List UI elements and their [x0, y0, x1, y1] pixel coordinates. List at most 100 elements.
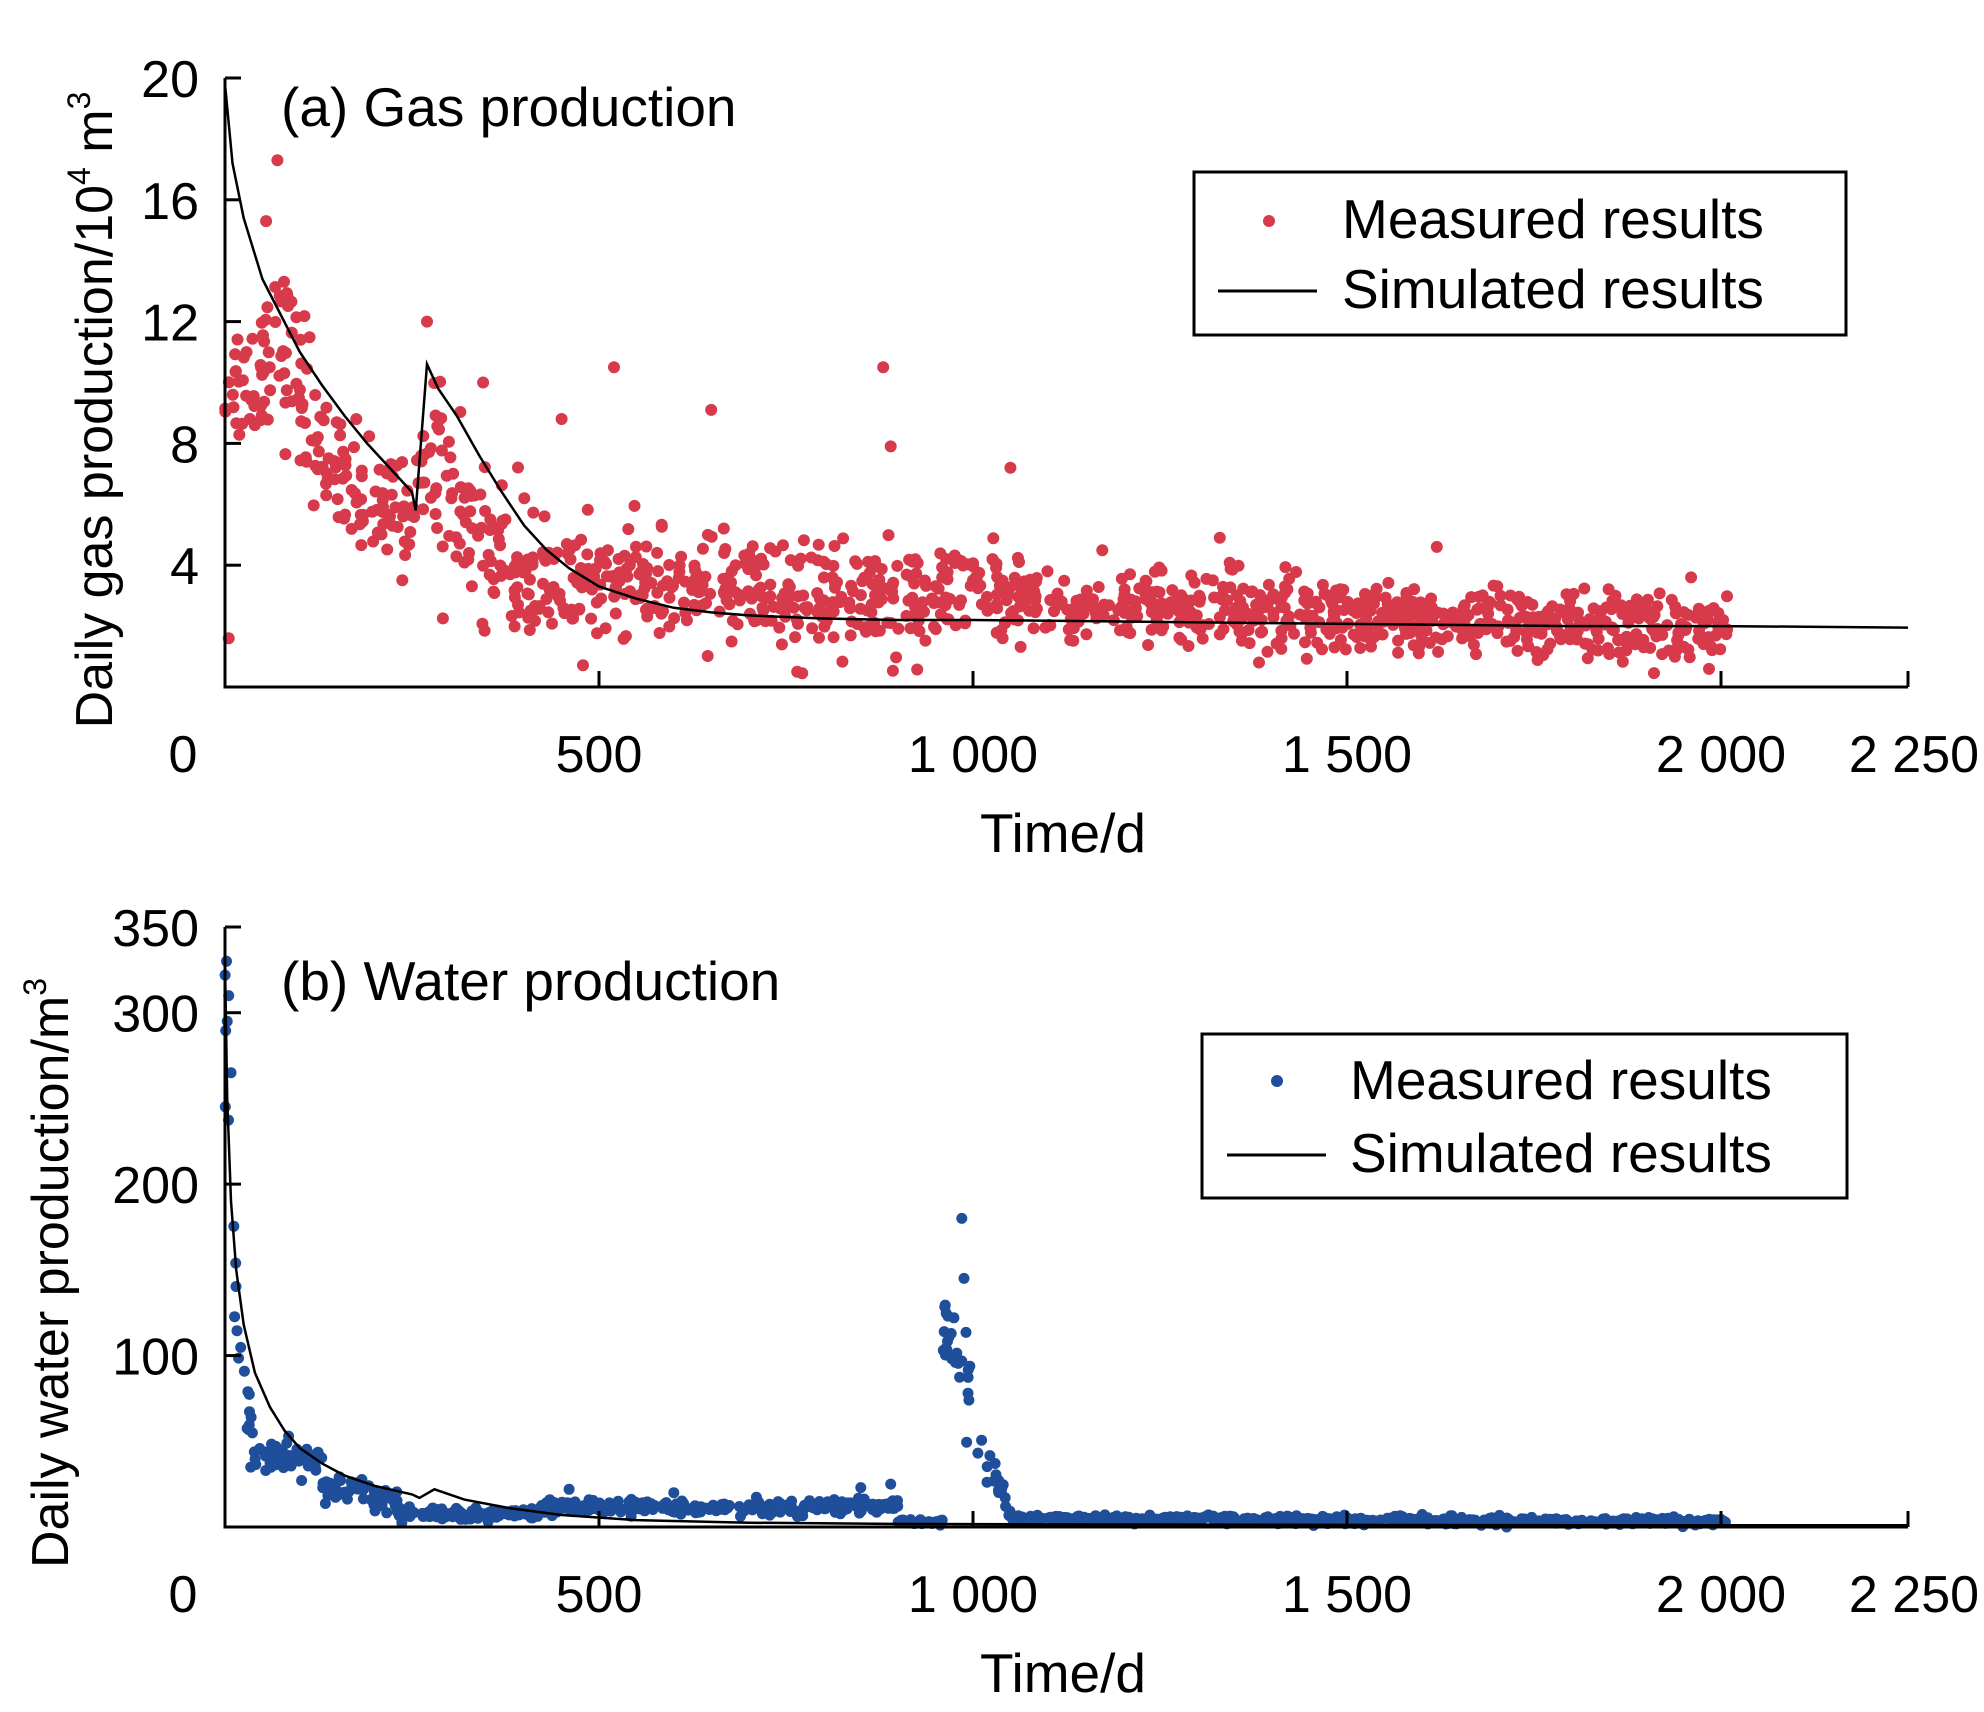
water-measured-point	[494, 1508, 506, 1520]
gas-measured-point	[259, 313, 272, 326]
gas-measured-point	[775, 638, 788, 651]
gas-measured-point	[1383, 610, 1396, 622]
water-measured-point	[942, 1335, 953, 1347]
gas-measured-point	[817, 571, 830, 584]
gas-measured-point	[1299, 636, 1311, 649]
gas-measured-point	[508, 620, 521, 633]
gas-measured-point	[911, 557, 924, 569]
gas-measured-point	[820, 607, 833, 620]
water-measured-point	[855, 1482, 867, 1494]
gas-measured-point	[518, 492, 531, 505]
gas-measured-point	[442, 435, 455, 448]
gas-measured-point	[416, 476, 429, 489]
gas-measured-point	[1582, 638, 1594, 651]
water-measured-point	[1165, 1514, 1177, 1525]
gas-measured-point	[436, 540, 449, 553]
water-measured-point	[395, 1503, 407, 1515]
water-measured-point	[842, 1498, 854, 1510]
water-measured-point	[961, 1436, 973, 1448]
gas-measured-point	[1217, 580, 1229, 593]
gas-measured-point	[1145, 623, 1158, 636]
gas-measured-point	[1672, 639, 1685, 652]
gas-measured-point	[1226, 563, 1239, 576]
water-measured-point	[1653, 1515, 1664, 1527]
water-panel-title: (b) Water production	[281, 950, 780, 1012]
water-measured-point	[332, 1489, 344, 1501]
gas-measured-point	[355, 493, 368, 506]
water-measured-point	[1446, 1510, 1458, 1522]
gas-measured-point	[609, 607, 622, 620]
gas-measured-point	[382, 509, 395, 521]
gas-measured-point	[1175, 589, 1188, 602]
gas-measured-point	[1080, 584, 1093, 597]
gas-measured-point	[350, 413, 363, 426]
gas-measured-point	[1121, 626, 1134, 639]
water-measured-point	[972, 1447, 984, 1459]
gas-measured-point	[792, 559, 805, 572]
gas-measured-point	[369, 485, 382, 498]
water-measured-point	[335, 1475, 347, 1486]
gas-measured-point	[367, 535, 380, 548]
gas-measured-point	[1155, 564, 1168, 577]
gas-measured-point	[651, 586, 664, 599]
gas-measured-point	[856, 575, 869, 588]
water-y-label-main: Daily water production/m	[22, 996, 80, 1568]
water-measured-point	[225, 1067, 237, 1079]
gas-measured-point	[757, 604, 770, 617]
gas-measured-point	[279, 396, 292, 409]
gas-measured-point	[1592, 644, 1605, 657]
gas-measured-point	[581, 503, 594, 516]
gas-measured-point	[329, 461, 342, 474]
water-measured-point	[346, 1479, 358, 1491]
gas-measured-point	[538, 510, 551, 523]
gas-y-label-unit: m	[66, 109, 124, 167]
gas-measured-point	[1656, 648, 1669, 661]
gas-measured-point	[1381, 598, 1394, 611]
water-measured-point	[355, 1484, 367, 1496]
water-measured-point	[625, 1498, 637, 1510]
gas-measured-point	[1116, 603, 1129, 616]
gas-measured-point	[1194, 592, 1207, 605]
gas-measured-point	[663, 559, 676, 571]
gas-measured-point	[339, 453, 352, 465]
gas-x-tick-label: 2 000	[1656, 726, 1786, 784]
gas-measured-point	[890, 651, 903, 664]
gas-measured-point	[1630, 593, 1643, 606]
gas-measured-point	[725, 635, 738, 648]
gas-measured-point	[445, 492, 458, 505]
gas-measured-point	[440, 469, 453, 482]
gas-x-tick-label: 1 000	[908, 726, 1038, 784]
gas-measured-point	[663, 591, 676, 604]
water-measured-point	[1389, 1514, 1401, 1526]
gas-measured-point	[1310, 595, 1322, 608]
gas-measured-point	[717, 522, 730, 535]
gas-measured-point	[949, 619, 962, 632]
gas-measured-point	[837, 532, 850, 545]
water-legend-box	[1200, 1032, 1849, 1200]
gas-measured-point	[913, 625, 926, 638]
gas-measured-point	[1051, 587, 1064, 600]
gas-measured-point	[1672, 626, 1685, 639]
gas-measured-point	[1457, 601, 1470, 614]
gas-measured-point	[599, 622, 612, 635]
gas-measured-point	[600, 570, 613, 583]
gas-measured-point	[436, 612, 449, 625]
gas-measured-point	[827, 559, 840, 572]
gas-measured-point	[311, 463, 324, 476]
water-measured-point	[1429, 1515, 1441, 1526]
gas-measured-point	[672, 571, 685, 584]
gas-measured-point	[444, 451, 457, 464]
gas-measured-point	[1062, 623, 1075, 636]
gas-measured-point	[836, 655, 849, 668]
gas-measured-point	[1363, 620, 1376, 633]
gas-measured-point	[613, 566, 626, 579]
gas-measured-point	[1622, 633, 1635, 646]
gas-measured-point	[328, 473, 341, 486]
gas-measured-point	[585, 612, 598, 625]
gas-measured-point	[433, 423, 445, 436]
gas-measured-point	[278, 367, 291, 380]
water-measured-point	[238, 1365, 250, 1377]
water-measured-point	[472, 1508, 484, 1520]
gas-measured-point	[854, 589, 867, 602]
gas-measured-point	[454, 505, 467, 518]
